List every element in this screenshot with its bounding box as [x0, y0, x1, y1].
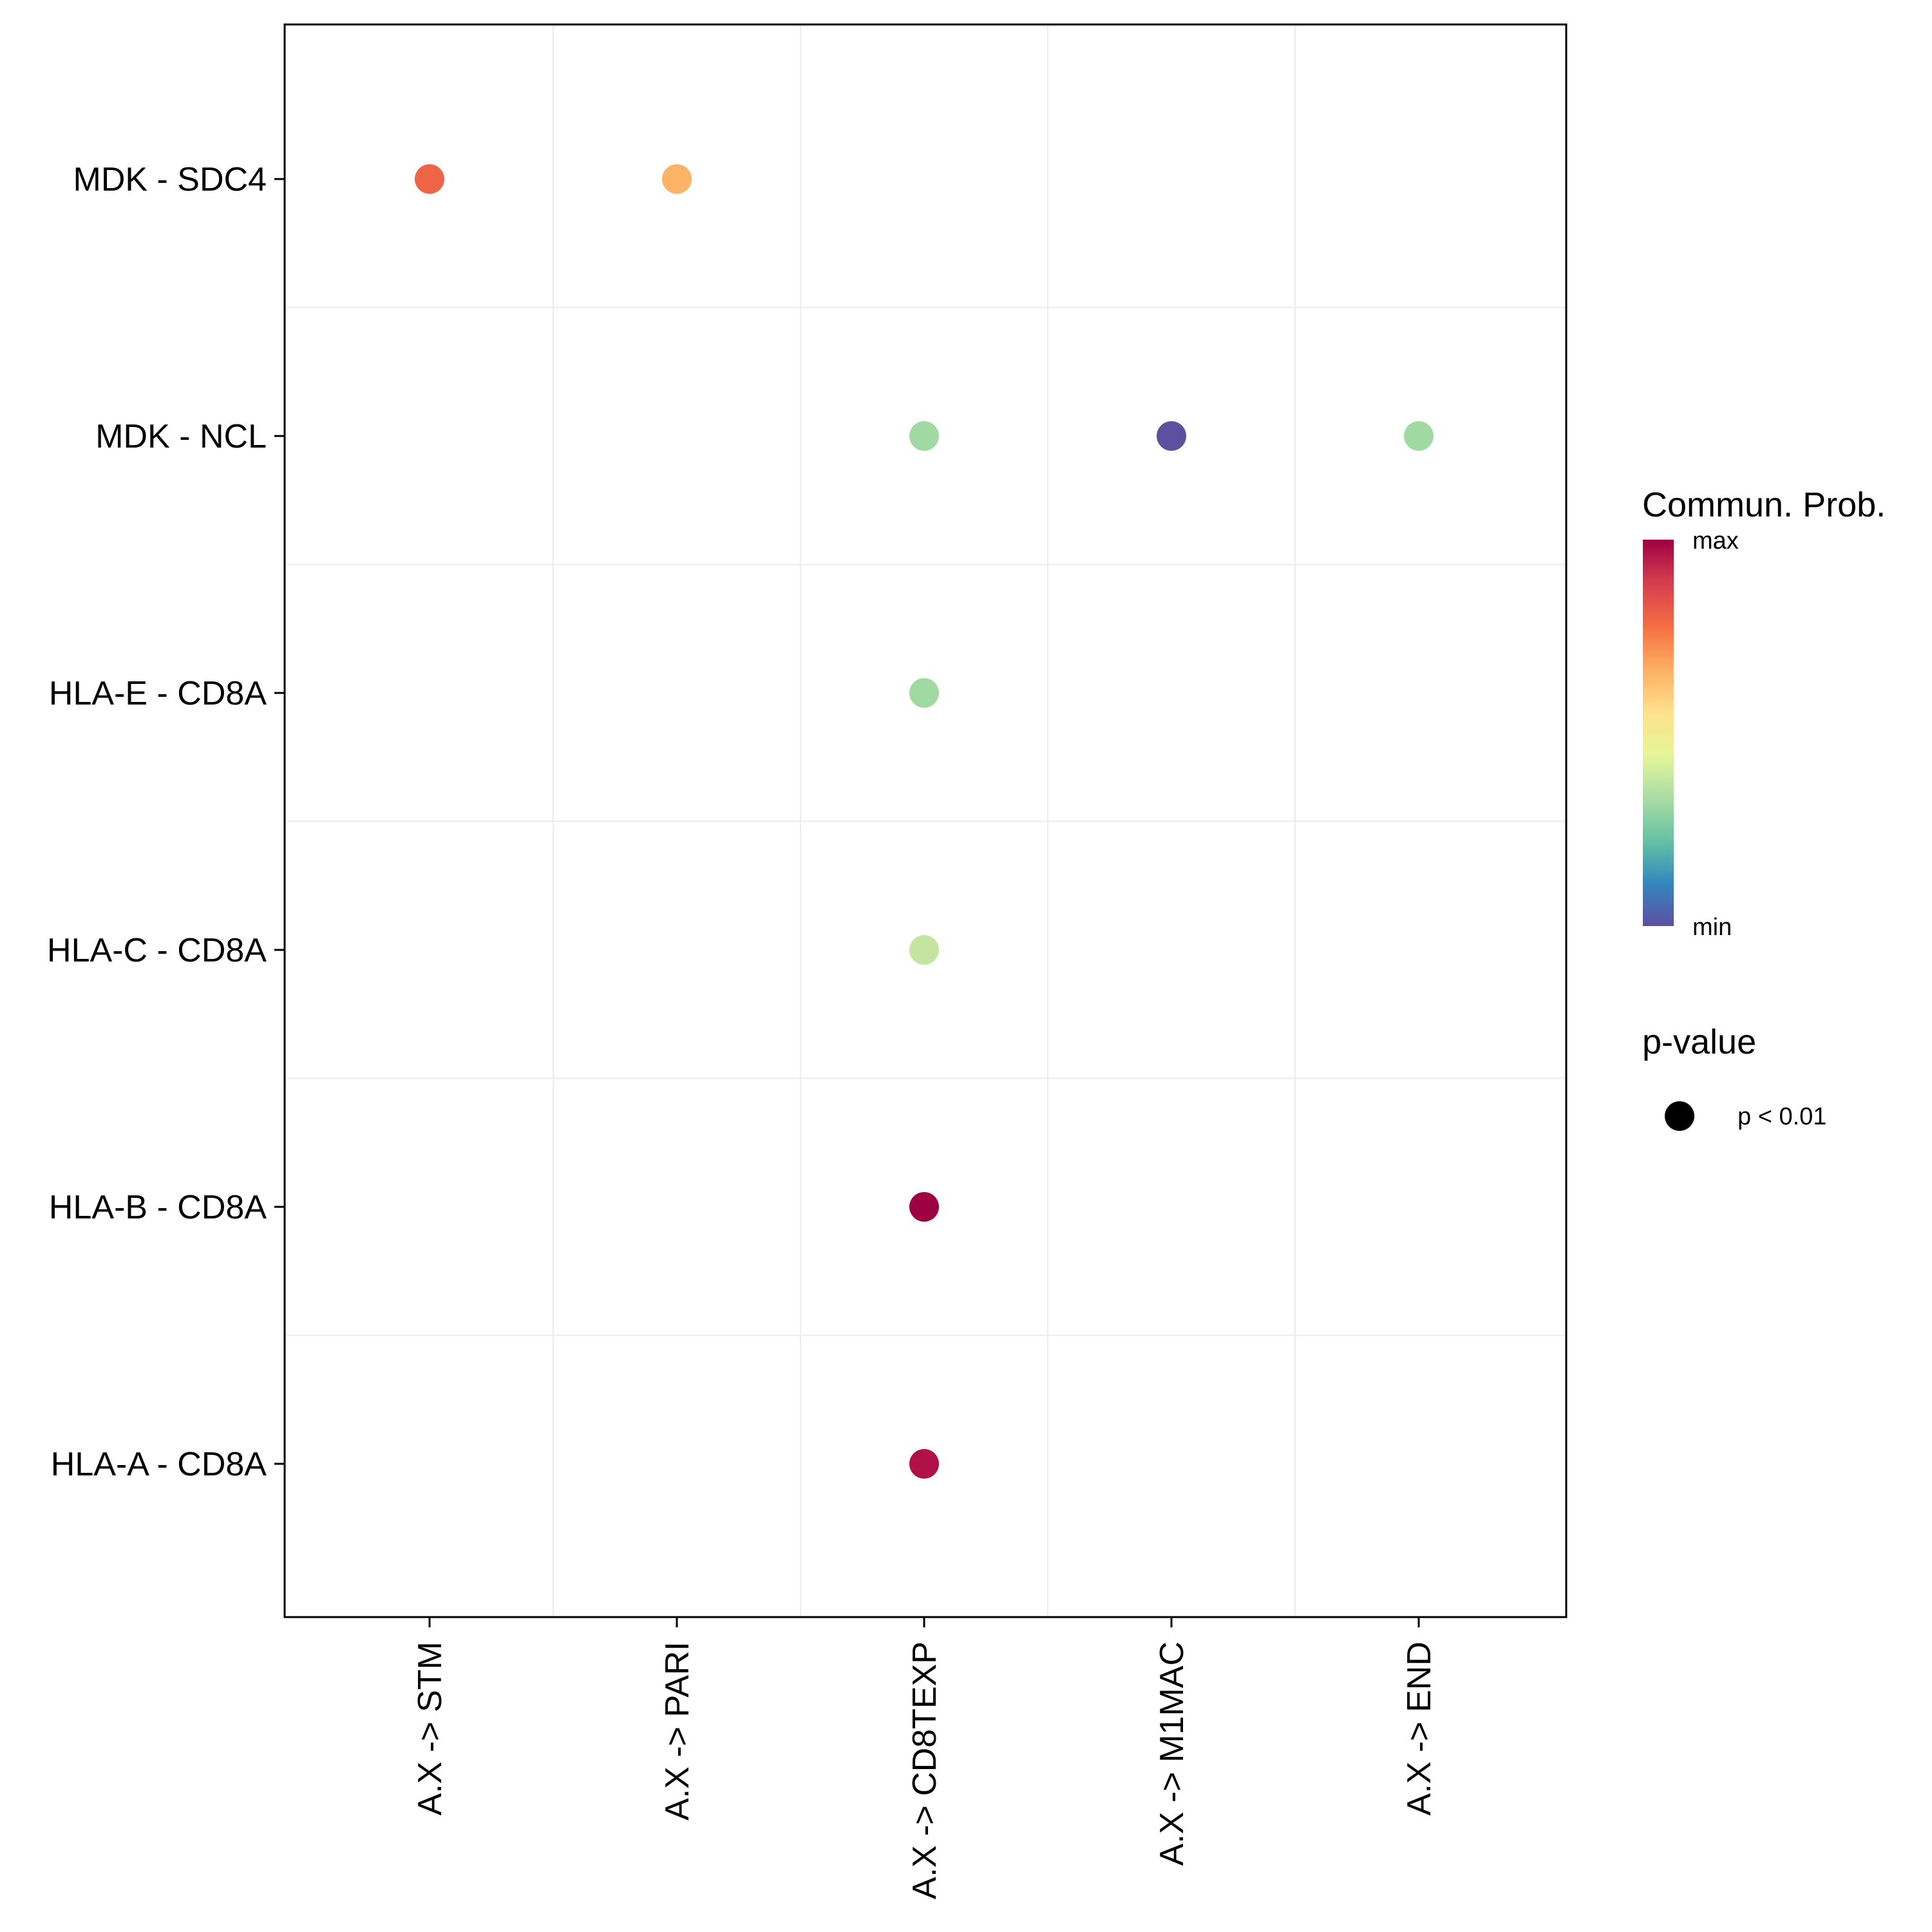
- data-point: [1404, 421, 1434, 451]
- y-tick-label: HLA-A - CD8A: [51, 1446, 267, 1483]
- size-legend-key: [1665, 1101, 1694, 1131]
- data-point: [909, 1192, 939, 1222]
- data-point: [662, 164, 692, 194]
- color-bar: [1643, 540, 1674, 926]
- y-tick-label: MDK - SDC4: [73, 161, 267, 198]
- x-tick-label: A.X -> CD8TEXP: [906, 1642, 943, 1899]
- y-tick-label: HLA-C - CD8A: [47, 932, 267, 969]
- x-axis-labels: A.X -> STM A.X -> PARI A.X -> CD8TEXP A.X -…: [412, 1642, 1438, 1899]
- data-point: [415, 164, 444, 194]
- y-tick-label: HLA-E - CD8A: [49, 675, 267, 712]
- data-points: [415, 164, 1434, 1479]
- x-tick-label: A.X -> PARI: [659, 1642, 696, 1821]
- data-point: [909, 678, 939, 708]
- y-tick-label: HLA-B - CD8A: [49, 1189, 267, 1226]
- color-bar-min-label: min: [1692, 914, 1732, 941]
- data-point: [1157, 421, 1186, 451]
- legend: Commun. Prob. max min p-value p < 0.01: [1642, 486, 1886, 1131]
- data-point: [909, 421, 939, 451]
- grid-lines: [285, 24, 1566, 1617]
- size-legend-title: p-value: [1642, 1023, 1756, 1061]
- data-point: [909, 1449, 939, 1479]
- color-bar-max-label: max: [1692, 527, 1739, 554]
- axis-ticks: [274, 178, 1420, 1627]
- x-tick-label: A.X -> STM: [412, 1642, 449, 1815]
- data-point: [909, 935, 939, 965]
- x-tick-label: A.X -> END: [1401, 1642, 1438, 1815]
- color-legend-title: Commun. Prob.: [1642, 486, 1886, 524]
- y-tick-label: MDK - NCL: [95, 418, 267, 455]
- plot-panel-border: [283, 23, 1567, 1618]
- y-axis-labels: MDK - SDC4 MDK - NCL HLA-E - CD8A HLA-C - C…: [47, 161, 267, 1483]
- x-tick-label: A.X -> M1MAC: [1153, 1642, 1191, 1866]
- size-legend-entry-label: p < 0.01: [1738, 1103, 1826, 1130]
